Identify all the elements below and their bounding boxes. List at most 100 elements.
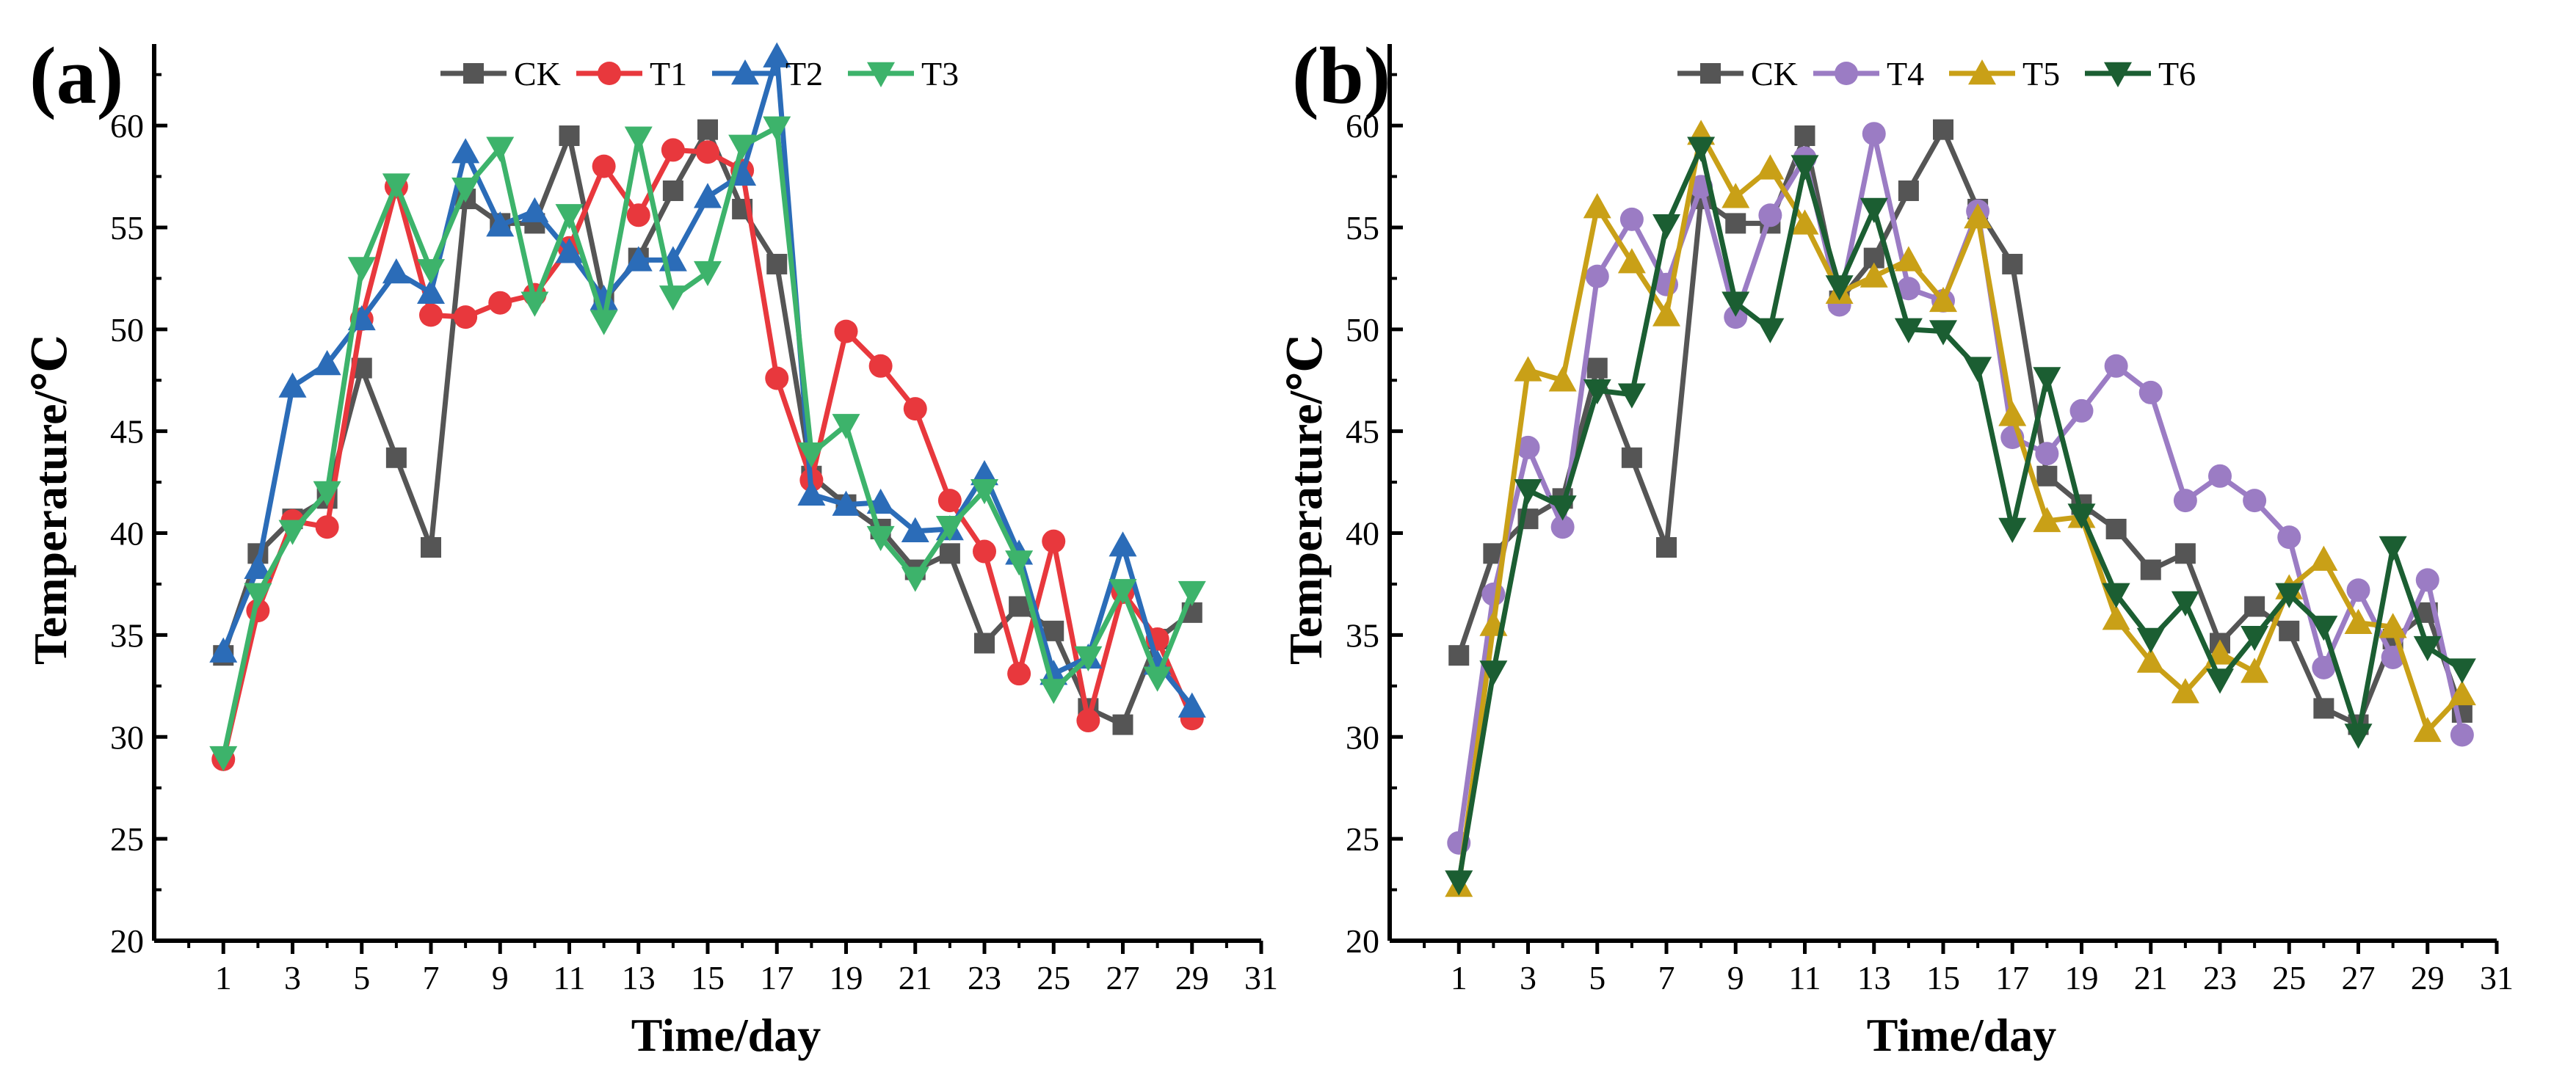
panel-a-x-tick-label: 5	[353, 959, 370, 996]
panel-a-point-t2	[278, 372, 307, 398]
panel-a-point-t3	[694, 260, 722, 287]
panel-b-x-tick-label: 19	[2065, 959, 2099, 996]
panel-b-point-t4	[2173, 489, 2197, 513]
panel-b-legend-marker-t6	[2104, 62, 2132, 87]
panel-a-y-tick-label: 40	[110, 515, 144, 553]
panel-a-point-t3	[763, 116, 791, 142]
panel-b-point-t6	[1583, 379, 1611, 405]
panel-b-point-t4	[2450, 723, 2474, 747]
panel-b-point-ck	[2105, 518, 2127, 539]
panel-b-x-tick-label: 15	[1926, 959, 1960, 996]
panel-a-series-t2	[209, 42, 1206, 718]
panel-a-point-ck	[939, 543, 960, 564]
panel-b-point-t4	[2277, 525, 2301, 550]
panel-b-point-t6	[1652, 214, 1680, 240]
panel-a-x-tick-label: 1	[215, 959, 232, 996]
panel-a-point-ck	[766, 253, 788, 274]
panel-a-point-t3	[347, 257, 376, 283]
panel-b-point-t6	[1825, 275, 1854, 301]
panel-b-legend-marker-ck	[1700, 63, 1721, 84]
panel-b-x-tick-label: 29	[2411, 959, 2445, 996]
panel-a-point-t3	[1040, 679, 1068, 704]
panel-b-legend-marker-t5	[1968, 59, 1996, 85]
panel-a-legend: CK T1 T2 T3	[440, 55, 959, 92]
panel-b-point-ck	[2174, 543, 2196, 564]
panel-b-point-t6	[2310, 616, 2338, 641]
panel-a-point-t2	[1109, 531, 1137, 557]
panel-b-point-t6	[1445, 870, 1473, 896]
panel-b-point-t5	[1514, 356, 1542, 382]
panel-b-point-ck	[1794, 125, 1815, 146]
panel-b-x-tick-label: 31	[2480, 959, 2514, 996]
panel-b-line-t4	[1456, 131, 2465, 844]
panel-b-point-t4	[1481, 582, 1506, 606]
panel-b-point-t6	[2171, 591, 2199, 616]
panel-b-point-t5	[1998, 401, 2027, 426]
panel-a-legend-label-ck: CK	[514, 55, 561, 92]
panel-a-x-tick-label: 7	[423, 959, 440, 996]
panel-b-point-t6	[1929, 320, 1957, 346]
panel-b-x-tick-label: 9	[1727, 959, 1744, 996]
panel-a-point-t3	[244, 583, 272, 608]
panel-a-point-t1	[937, 489, 962, 513]
panel-a-point-t1	[765, 366, 789, 390]
panel-b-point-t4	[1619, 207, 1644, 231]
panel-b-point-t4	[1758, 203, 1782, 227]
panel-b-point-t4	[2138, 380, 2163, 404]
panel-b-point-t4	[1862, 122, 1886, 146]
panel-b-point-t6	[2102, 583, 2130, 608]
panel-b-point-t5	[1617, 248, 1646, 274]
panel-b-x-axis-title: Time/day	[1867, 1009, 2056, 1061]
panel-b-point-t6	[1479, 660, 1508, 686]
panel-b-point-t4	[2069, 398, 2094, 423]
panel-a-point-ck	[559, 125, 580, 146]
panel-a-point-t3	[1074, 646, 1103, 671]
panel-a-point-ck	[1112, 714, 1133, 735]
panel-a-x-tick-label: 19	[830, 959, 863, 996]
panel-a-series-ck	[213, 119, 1202, 735]
panel-a-legend-marker-t2	[731, 59, 759, 85]
panel-b-point-t4	[1724, 305, 1748, 329]
panel-b-x-tick-label: 5	[1589, 959, 1606, 996]
panel-b-point-t5	[2379, 613, 2407, 638]
panel-a-x-tick-label: 23	[968, 959, 1001, 996]
panel-a-point-t1	[661, 138, 685, 162]
panel-b-point-ck	[2002, 253, 2023, 274]
panel-a-y-tick-label: 50	[110, 311, 144, 349]
panel-a-point-ck	[385, 447, 407, 468]
panel-a-x-tick-label: 9	[492, 959, 509, 996]
panel-b-point-t4	[1516, 435, 1540, 459]
panel-b-point-t4	[2415, 568, 2439, 592]
panel-a-point-t2	[901, 517, 929, 542]
panel-b-point-t5	[2413, 716, 2442, 743]
panel-b-y-tick-label: 55	[1346, 209, 1379, 247]
panel-b-point-t5	[1790, 209, 1819, 235]
panel-a-y-tick-label: 20	[110, 922, 144, 960]
panel-b-point-t5	[1583, 193, 1611, 219]
panel-a-legend-marker-t3	[867, 62, 895, 87]
panel-a-point-t1	[973, 539, 996, 564]
panel-b-x-tick-label: 25	[2272, 959, 2306, 996]
panel-b-x-tick-label: 11	[1788, 959, 1821, 996]
panel-b-line-ck	[1456, 127, 2465, 728]
panel-a-point-t2	[313, 350, 341, 376]
panel-a-legend-label-t1: T1	[650, 55, 687, 92]
panel-b-point-t4	[2346, 578, 2370, 602]
panel-b-point-ck	[1621, 447, 1642, 468]
panel-b-point-t6	[2275, 583, 2304, 608]
panel-a-x-tick-label: 3	[284, 959, 301, 996]
panel-a-point-t2	[1178, 692, 1206, 718]
panel-b-y-axis-title: Temperature/℃	[1280, 335, 1332, 665]
panel-b-point-ck	[2140, 559, 2161, 580]
panel-b-label: (b)	[1292, 31, 1390, 120]
panel-a-series-t3	[209, 116, 1206, 772]
panel-b-point-t6	[2413, 635, 2442, 662]
panel-b-point-ck	[2036, 465, 2058, 486]
panel-b-x-tick-label: 23	[2203, 959, 2237, 996]
panel-a-point-t1	[1007, 662, 1031, 686]
panel-b-y-tick-label: 50	[1346, 311, 1379, 349]
panel-b-point-ck	[1898, 180, 1919, 201]
panel-a-point-t1	[488, 291, 512, 315]
